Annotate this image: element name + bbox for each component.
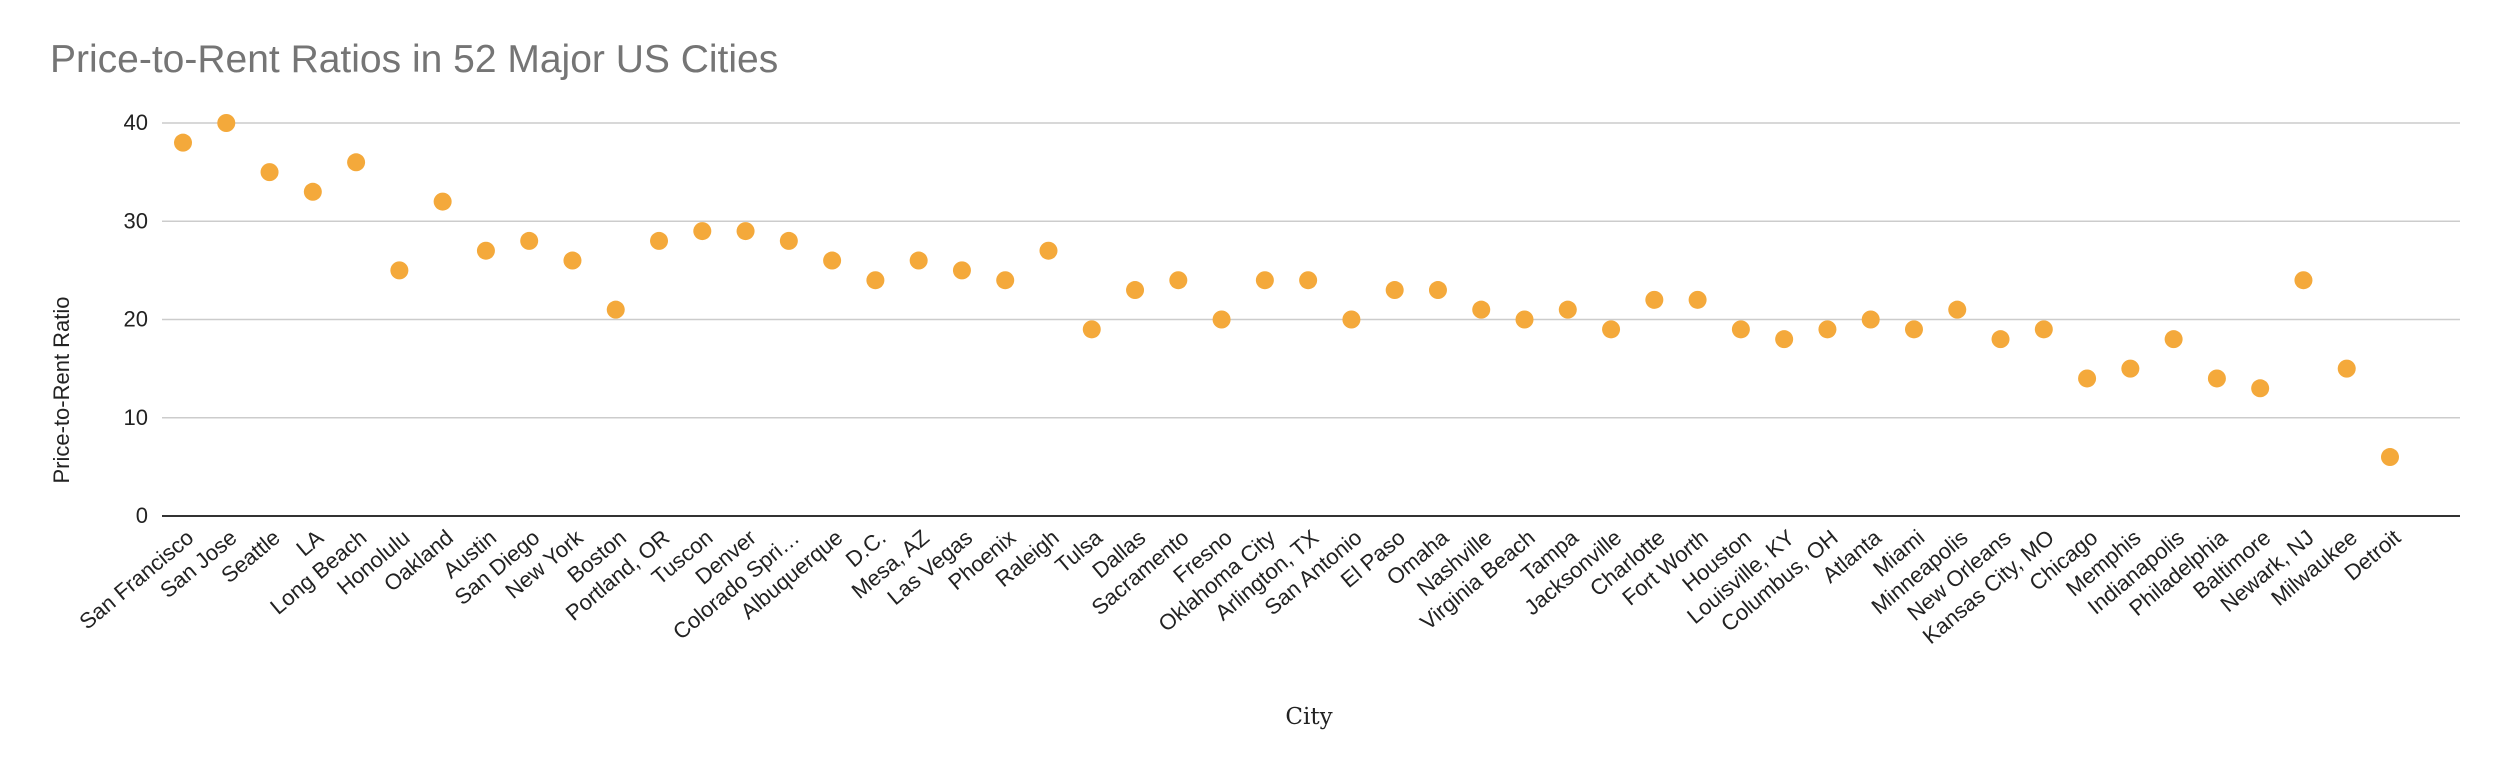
data-point [1775,330,1794,349]
data-point [260,163,279,182]
y-tick-label: 0 [136,503,148,528]
chart-title: Price-to-Rent Ratios in 52 Major US Citi… [50,38,779,81]
data-point [1428,281,1447,300]
data-point [2381,448,2399,467]
data-point [1342,310,1361,329]
data-point [433,192,452,211]
y-axis-title: Price-to-Rent Ratio [49,296,74,483]
data-point [1472,300,1491,319]
x-axis-title: City [1285,704,1332,730]
data-points [174,114,2399,467]
y-tick-label: 10 [124,405,148,430]
data-point [736,222,755,241]
data-point [2164,330,2183,349]
data-point [2078,369,2097,388]
data-point [866,271,885,290]
data-point [650,231,669,250]
data-point [2207,369,2226,388]
data-point [563,251,582,270]
data-point [1602,320,1621,339]
data-point [476,241,495,260]
data-point [2294,271,2313,290]
data-point [909,251,928,270]
y-tick-label: 40 [124,110,148,135]
data-point [1948,300,1967,319]
data-point [1039,241,1058,260]
data-point [1126,281,1145,300]
data-point [2251,379,2270,398]
data-point [1861,310,1880,329]
data-point [1299,271,1318,290]
data-point [2337,359,2356,378]
data-point [1385,281,1404,300]
data-point [1212,310,1231,329]
y-tick-label: 20 [124,307,148,332]
data-point [952,261,971,280]
data-point [1688,290,1707,309]
data-point [606,300,625,319]
data-point [2121,359,2140,378]
data-point [217,114,236,132]
data-point [1818,320,1837,339]
data-point [520,231,539,250]
data-point [174,133,192,152]
data-point [1991,330,2010,349]
gridlines [162,122,2460,517]
data-point [1255,271,1274,290]
y-tick-label: 30 [124,208,148,233]
data-point [1904,320,1923,339]
data-point [1645,290,1664,309]
data-point [1558,300,1577,319]
data-point [823,251,842,270]
data-point [1731,320,1750,339]
data-point [347,153,366,172]
data-point [2034,320,2053,339]
data-point [1515,310,1534,329]
data-point [1169,271,1188,290]
data-point [390,261,409,280]
data-point [303,182,322,201]
y-axis-ticks: 0 10 20 30 40 [124,110,148,528]
data-point [1082,320,1101,339]
data-point [693,222,712,241]
data-point [779,231,798,250]
data-point [996,271,1015,290]
